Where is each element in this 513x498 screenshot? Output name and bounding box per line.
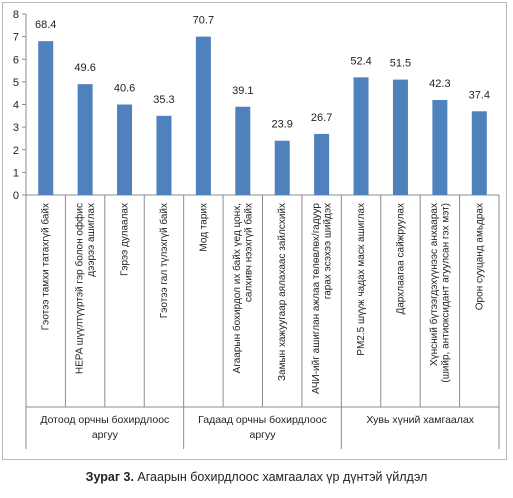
data-label: 26.7 (311, 112, 332, 124)
chart-frame: 0 1 2 3 4 5 6 7 8 Дотоод орчны бохирдлоос аргуу Гад… (2, 2, 507, 460)
figure-caption: Зураг 3. Агаарын бохирдлоос хамгаалах үр… (0, 470, 513, 484)
y-tick-label: 3 (13, 122, 19, 134)
y-tick-label: 8 (13, 9, 19, 21)
y-tick-label: 4 (13, 100, 19, 112)
data-label: 39.1 (232, 85, 253, 97)
bar-chart: 0 1 2 3 4 5 6 7 8 Дотоод орчны бохирдлоос аргуу Гад… (13, 9, 500, 449)
bar (38, 41, 54, 196)
category-label: Мод тарих (198, 203, 209, 252)
data-label: 51.5 (390, 58, 411, 70)
category-label: АЧИ-ийг ашиглан ажлаа төлөвлөх/гадуургар… (311, 203, 334, 394)
bar (432, 99, 448, 195)
bar (392, 79, 408, 195)
y-tick-label: 7 (13, 32, 19, 44)
category-label: Гэотээ тамхи татахгүй байх (40, 203, 52, 330)
group-label: Хувь хүний хамгаалах (366, 414, 474, 426)
data-label: 42.3 (429, 78, 450, 90)
y-tick-label: 5 (13, 77, 19, 89)
category-label: Хүнсний бүтээгдэхүүнээс анхаарах(шийр, а… (428, 203, 452, 383)
bar (195, 36, 211, 195)
category-label: PM2.5 шүүж чадах маск ашиглах (356, 203, 367, 356)
y-tick-label: 0 (13, 190, 19, 202)
bar (314, 133, 330, 195)
bar (353, 77, 369, 195)
category-label: Замын хажуугаар аялахаас зайлсхийх (277, 203, 288, 381)
bar (471, 111, 487, 195)
y-tick-label: 6 (13, 54, 19, 66)
group-label: Гадаад орчны бохирдлоос аргуу (198, 414, 327, 441)
bar (77, 84, 93, 195)
data-label: 68.4 (35, 19, 56, 31)
data-label: 23.9 (271, 119, 292, 131)
figure-caption-label: Зураг 3. (85, 470, 134, 484)
figure-caption-text: Агаарын бохирдлоос хамгаалах үр дүнтэй ү… (133, 470, 428, 484)
bar (235, 106, 251, 195)
category-label: Гэотээ гал түлэхгүй байх (158, 203, 170, 318)
bar (274, 140, 290, 195)
data-label: 35.3 (153, 94, 174, 106)
category-label: Гэрээ дулаалах (120, 203, 131, 276)
category-label: Агаарын бохирдол их байх үед цонх,салхив… (231, 203, 255, 373)
data-label: 52.4 (350, 55, 371, 67)
bar (117, 104, 133, 195)
data-label: 37.4 (469, 89, 490, 101)
y-tick-label: 1 (13, 167, 19, 179)
y-tick-label: 2 (13, 145, 19, 157)
bar (156, 115, 172, 195)
group-label: Дотоод орчны бохирдлоос аргуу (40, 414, 169, 441)
data-label: 40.6 (114, 83, 135, 95)
category-label: HEPA шүүлтүүртэй гэр болон оффисдээрээ а… (73, 203, 97, 374)
data-label: 70.7 (193, 15, 214, 27)
category-label: Дархлаагаа сайжруулах (395, 203, 406, 315)
category-label: Орон сууцанд амьдрах (474, 203, 485, 310)
data-label: 49.6 (74, 62, 95, 74)
